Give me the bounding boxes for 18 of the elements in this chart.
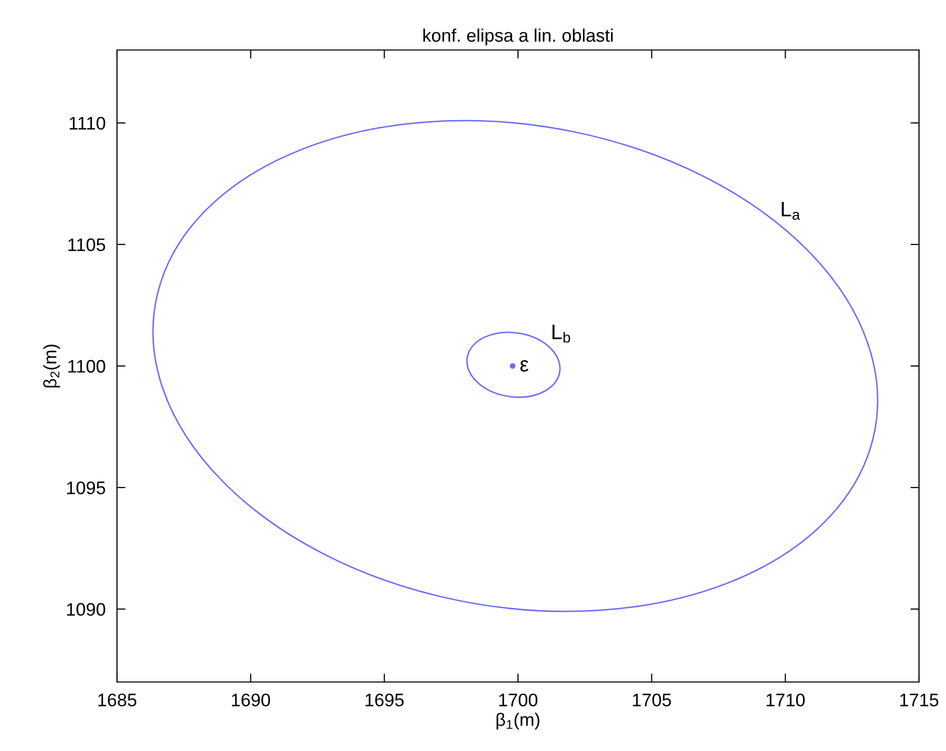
x-tick-label: 1705 — [632, 694, 671, 706]
chart-title: konf. elipsa a lin. oblasti — [423, 28, 613, 46]
y-tick-label: 1100 — [68, 360, 106, 373]
x-tick-label: 1700 — [499, 694, 538, 706]
y-tick-label: 1105 — [68, 238, 106, 252]
annotation: L$_{b}$ — [552, 324, 570, 343]
annotation: L$_{a}$ — [782, 202, 800, 220]
x-tick-label: 1695 — [366, 694, 404, 706]
y-tick-label: 1110 — [70, 116, 106, 130]
y-tick-label: 1090 — [67, 603, 106, 616]
y-tick-label: 1095 — [67, 481, 106, 494]
y-axis-title: β$_{2}$(m) — [43, 344, 60, 388]
series-label: ε — [520, 360, 528, 372]
x-tick-label: 1690 — [232, 694, 270, 706]
x-tick-label: 1715 — [900, 694, 938, 706]
x-tick-label: 1685 — [98, 694, 136, 706]
x-axis-title: β$_{1}$(m) — [496, 712, 540, 730]
x-tick-label: 1710 — [766, 694, 805, 706]
